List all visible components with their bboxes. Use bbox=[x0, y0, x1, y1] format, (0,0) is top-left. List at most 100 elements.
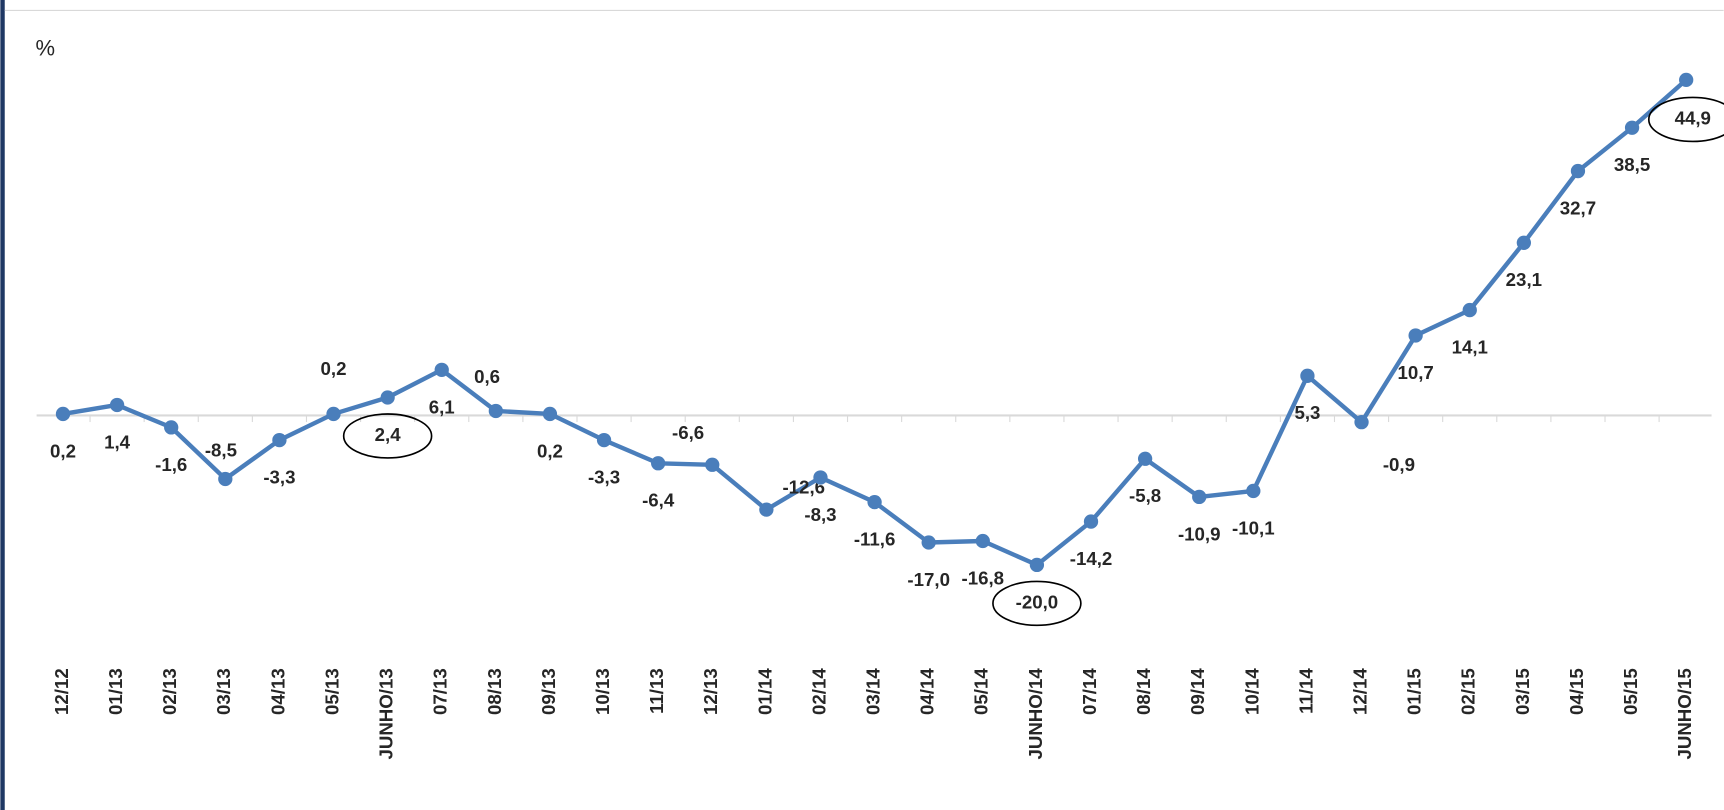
data-point bbox=[759, 502, 774, 517]
data-point bbox=[1192, 489, 1207, 505]
x-tick-label: 01/14 bbox=[754, 668, 775, 715]
data-point bbox=[164, 420, 179, 435]
x-tick-label: 11/14 bbox=[1295, 668, 1316, 714]
x-tick-label: 04/13 bbox=[267, 668, 288, 715]
x-tick-label: 12/14 bbox=[1349, 668, 1370, 715]
y-axis-label: % bbox=[36, 35, 56, 60]
x-tick-label: 05/15 bbox=[1620, 668, 1641, 715]
data-point bbox=[1246, 483, 1261, 499]
data-label: -5,8 bbox=[1129, 485, 1161, 506]
data-point bbox=[1624, 120, 1640, 135]
data-point bbox=[109, 397, 125, 413]
annotation-circle bbox=[1647, 96, 1724, 143]
data-point bbox=[1570, 163, 1586, 179]
data-label: -10,1 bbox=[1232, 517, 1275, 538]
data-point bbox=[705, 457, 720, 472]
x-tick-label: 05/13 bbox=[321, 668, 342, 715]
data-label: 6,1 bbox=[429, 396, 455, 417]
data-point bbox=[975, 533, 990, 549]
data-label: -8,3 bbox=[804, 504, 836, 525]
x-tick-label: 02/13 bbox=[159, 668, 180, 715]
data-label: -3,3 bbox=[263, 467, 295, 488]
x-tick-label: JUNHO/13 bbox=[376, 668, 397, 759]
data-point bbox=[272, 432, 287, 448]
data-label: 0,2 bbox=[537, 440, 563, 461]
data-point bbox=[921, 535, 936, 550]
data-label: -20,0 bbox=[1016, 591, 1059, 612]
x-tick-label: 01/13 bbox=[105, 668, 126, 715]
x-tick-label: 03/14 bbox=[863, 668, 884, 715]
data-label: -3,3 bbox=[588, 467, 620, 488]
data-label: -6,4 bbox=[642, 490, 675, 511]
data-label: -0,9 bbox=[1383, 454, 1415, 475]
left-border bbox=[0, 0, 5, 810]
data-label: 1,4 bbox=[104, 431, 131, 452]
data-point bbox=[1408, 328, 1423, 343]
data-point bbox=[55, 406, 71, 422]
data-point bbox=[813, 470, 828, 485]
data-point bbox=[596, 432, 612, 448]
data-point bbox=[434, 362, 449, 377]
x-tick-label: JUNHO/15 bbox=[1674, 668, 1695, 759]
x-tick-label: 12/12 bbox=[51, 668, 72, 715]
data-point bbox=[1300, 368, 1315, 383]
x-tick-label: 03/13 bbox=[213, 668, 234, 715]
data-point bbox=[542, 406, 558, 422]
x-tick-label: 02/14 bbox=[808, 668, 829, 715]
x-tick-label: 05/14 bbox=[971, 668, 992, 715]
data-label: -1,6 bbox=[155, 454, 187, 475]
data-point bbox=[218, 471, 233, 487]
data-point bbox=[867, 494, 882, 510]
data-label: 32,7 bbox=[1560, 197, 1596, 218]
data-point bbox=[651, 456, 666, 471]
x-tick-label: 09/14 bbox=[1187, 668, 1208, 715]
data-label: -17,0 bbox=[907, 569, 950, 590]
x-tick-label: 03/15 bbox=[1512, 668, 1533, 715]
data-point bbox=[1679, 72, 1694, 88]
x-tick-label: 07/13 bbox=[430, 668, 451, 715]
data-label: -6,6 bbox=[672, 422, 704, 443]
data-point bbox=[1137, 451, 1153, 466]
annotation-circle bbox=[992, 580, 1082, 627]
x-tick-label: 10/14 bbox=[1241, 668, 1262, 715]
data-label: 23,1 bbox=[1506, 269, 1542, 290]
data-label: 0,2 bbox=[50, 440, 76, 461]
x-tick-label: 02/15 bbox=[1458, 668, 1479, 715]
data-label: 5,3 bbox=[1294, 402, 1320, 423]
x-tick-label: 01/15 bbox=[1404, 668, 1425, 715]
x-tick-label: 10/13 bbox=[592, 668, 613, 715]
x-tick-label: 08/14 bbox=[1133, 668, 1154, 715]
x-tick-label: 04/15 bbox=[1566, 668, 1587, 715]
x-tick-label: 07/14 bbox=[1079, 668, 1100, 715]
data-label: 44,9 bbox=[1675, 107, 1711, 128]
data-point bbox=[1462, 302, 1477, 318]
data-point bbox=[488, 403, 503, 419]
data-label: 2,4 bbox=[375, 424, 402, 445]
annotation-circle bbox=[342, 413, 433, 459]
x-tick-label: JUNHO/14 bbox=[1025, 668, 1046, 760]
x-tick-label: 12/13 bbox=[700, 668, 721, 715]
data-label: 0,6 bbox=[474, 366, 500, 387]
data-label: -14,2 bbox=[1070, 548, 1113, 569]
data-label: -8,5 bbox=[205, 439, 237, 460]
data-label: 38,5 bbox=[1614, 154, 1650, 175]
x-tick-label: 04/14 bbox=[917, 668, 938, 715]
data-label: 10,7 bbox=[1397, 362, 1433, 383]
x-tick-label: 09/13 bbox=[538, 668, 559, 715]
data-point bbox=[1354, 415, 1369, 430]
data-point bbox=[1029, 557, 1045, 573]
data-label: 14,1 bbox=[1452, 336, 1488, 357]
data-point bbox=[326, 406, 341, 422]
data-point bbox=[1516, 235, 1532, 250]
data-label: -11,6 bbox=[854, 529, 896, 550]
data-label: -16,8 bbox=[962, 567, 1005, 588]
data-label: -10,9 bbox=[1178, 523, 1221, 544]
x-tick-label: 11/13 bbox=[646, 668, 667, 714]
x-tick-label: 08/13 bbox=[484, 668, 505, 715]
data-label: 0,2 bbox=[321, 358, 347, 379]
data-point bbox=[380, 390, 395, 405]
data-label: -12,6 bbox=[782, 477, 825, 498]
data-point bbox=[1083, 514, 1099, 529]
